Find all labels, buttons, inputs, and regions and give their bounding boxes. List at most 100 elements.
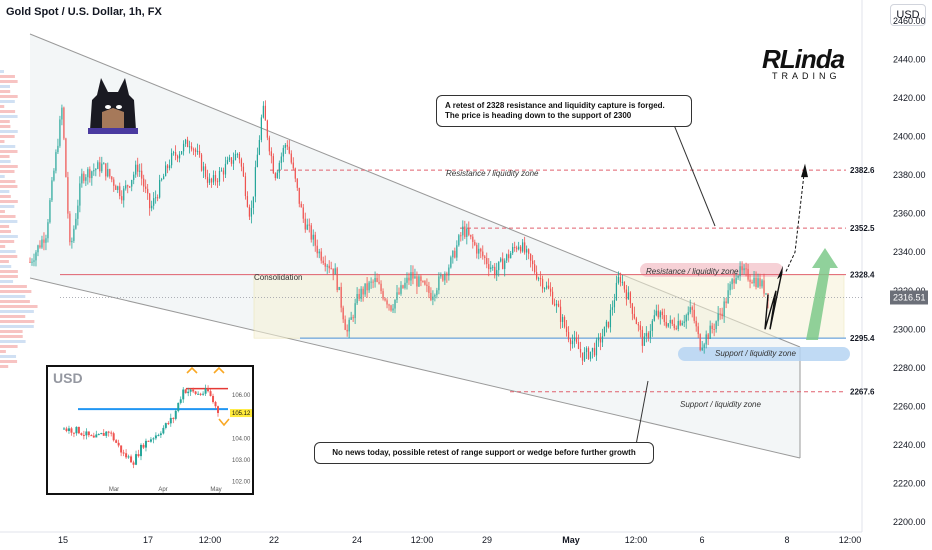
candle-body — [376, 277, 378, 282]
volume-profile-bar — [0, 70, 4, 73]
candle-body — [143, 178, 145, 187]
volume-profile-bar — [0, 105, 5, 108]
candle-body — [432, 296, 434, 300]
candle-body — [611, 307, 614, 310]
candle-body — [33, 260, 35, 262]
price-tick-label: 2420.00 — [893, 93, 926, 103]
inset-price-label: 103.00 — [232, 458, 251, 464]
volume-profile-bar — [0, 165, 18, 168]
currency-button[interactable]: USD — [890, 4, 926, 26]
candle-body — [246, 196, 249, 207]
candle-body — [400, 285, 402, 294]
candle-body — [430, 292, 432, 300]
candle-body — [91, 171, 93, 179]
volume-profile-bar — [0, 295, 26, 298]
candle-body — [334, 268, 336, 275]
candle-body — [575, 337, 578, 343]
candle-body — [747, 268, 749, 280]
candle-body — [655, 310, 657, 316]
candle-body — [745, 268, 747, 270]
candle-body — [681, 322, 683, 326]
time-tick-label: 6 — [699, 535, 704, 545]
candle-body — [643, 336, 645, 346]
projection-path — [764, 271, 783, 330]
candle-body — [170, 153, 173, 166]
inset-candle-body — [63, 428, 65, 430]
time-tick-label: 15 — [58, 535, 68, 545]
resistance-liquidity-zone — [640, 263, 783, 277]
top-note: A retest of 2328 resistance and liquidit… — [436, 95, 692, 127]
candle-body — [270, 151, 272, 157]
candle-body — [182, 143, 185, 152]
inset-candle-body — [167, 423, 170, 425]
candle-body — [284, 144, 286, 148]
volume-profile-bar — [0, 310, 34, 313]
symbol-title[interactable]: Gold Spot / U.S. Dollar, 1h, FX — [6, 6, 162, 18]
candle-body — [476, 244, 478, 254]
candle-body — [352, 317, 354, 319]
candle-body — [571, 340, 574, 345]
candle-body — [555, 303, 558, 306]
candle-body — [512, 246, 514, 254]
candle-body — [161, 179, 163, 181]
candle-body — [629, 292, 631, 304]
price-tick-label: 2220.00 — [893, 478, 926, 488]
candle-body — [81, 173, 83, 184]
candle-body — [404, 282, 406, 288]
candle-body — [274, 173, 276, 179]
candle-body — [37, 245, 39, 253]
candle-body — [298, 187, 300, 204]
candle-body — [458, 235, 460, 246]
price-tick-label: 2200.00 — [893, 517, 926, 527]
candle-body — [661, 311, 663, 316]
candle-body — [627, 292, 629, 300]
volume-profile-bar — [0, 335, 23, 338]
candle-body — [669, 319, 671, 324]
candle-body — [204, 166, 207, 177]
candle-body — [131, 179, 133, 187]
candle-body — [165, 165, 167, 177]
candle-body — [167, 165, 169, 169]
candle-body — [368, 282, 370, 291]
price-tick-label: 2240.00 — [893, 440, 926, 450]
inset-candle-body — [189, 389, 192, 392]
batman-eye — [116, 105, 122, 109]
candle-body — [234, 154, 237, 161]
volume-profile-bar — [0, 275, 18, 278]
last-price-tag — [890, 290, 928, 305]
inset-candle-body — [162, 427, 165, 434]
candle-body — [573, 337, 576, 341]
inset-candle-body — [102, 433, 105, 436]
candle-body — [739, 266, 741, 276]
volume-profile-bar — [0, 140, 5, 143]
volume-profile-bar — [0, 95, 18, 98]
inset-candle-body — [90, 435, 93, 437]
inset-candle-body — [152, 438, 155, 440]
candle-body — [506, 254, 508, 261]
support-liquidity-zone — [678, 347, 850, 361]
inset-candle-body — [212, 395, 215, 403]
candle-body — [186, 139, 189, 147]
candle-body — [342, 307, 344, 320]
candle-body — [520, 246, 522, 252]
consolidation-label: Consolidation — [254, 273, 303, 282]
volume-profile-bar — [0, 285, 27, 288]
candle-body — [414, 276, 416, 279]
candle-body — [159, 179, 161, 198]
candle-body — [137, 164, 139, 172]
candle-body — [155, 197, 157, 199]
candle-body — [685, 315, 687, 322]
candle-body — [695, 320, 697, 327]
candle-body — [272, 156, 274, 174]
candle-body — [340, 286, 342, 308]
inset-candle-body — [132, 462, 135, 465]
inset-candle-body — [127, 456, 130, 458]
candle-body — [294, 168, 296, 179]
candle-body — [61, 107, 63, 120]
volume-profile-bar — [0, 145, 16, 148]
candle-body — [99, 162, 101, 172]
candle-body — [188, 146, 191, 148]
candle-body — [133, 174, 135, 180]
candle-body — [510, 253, 512, 259]
